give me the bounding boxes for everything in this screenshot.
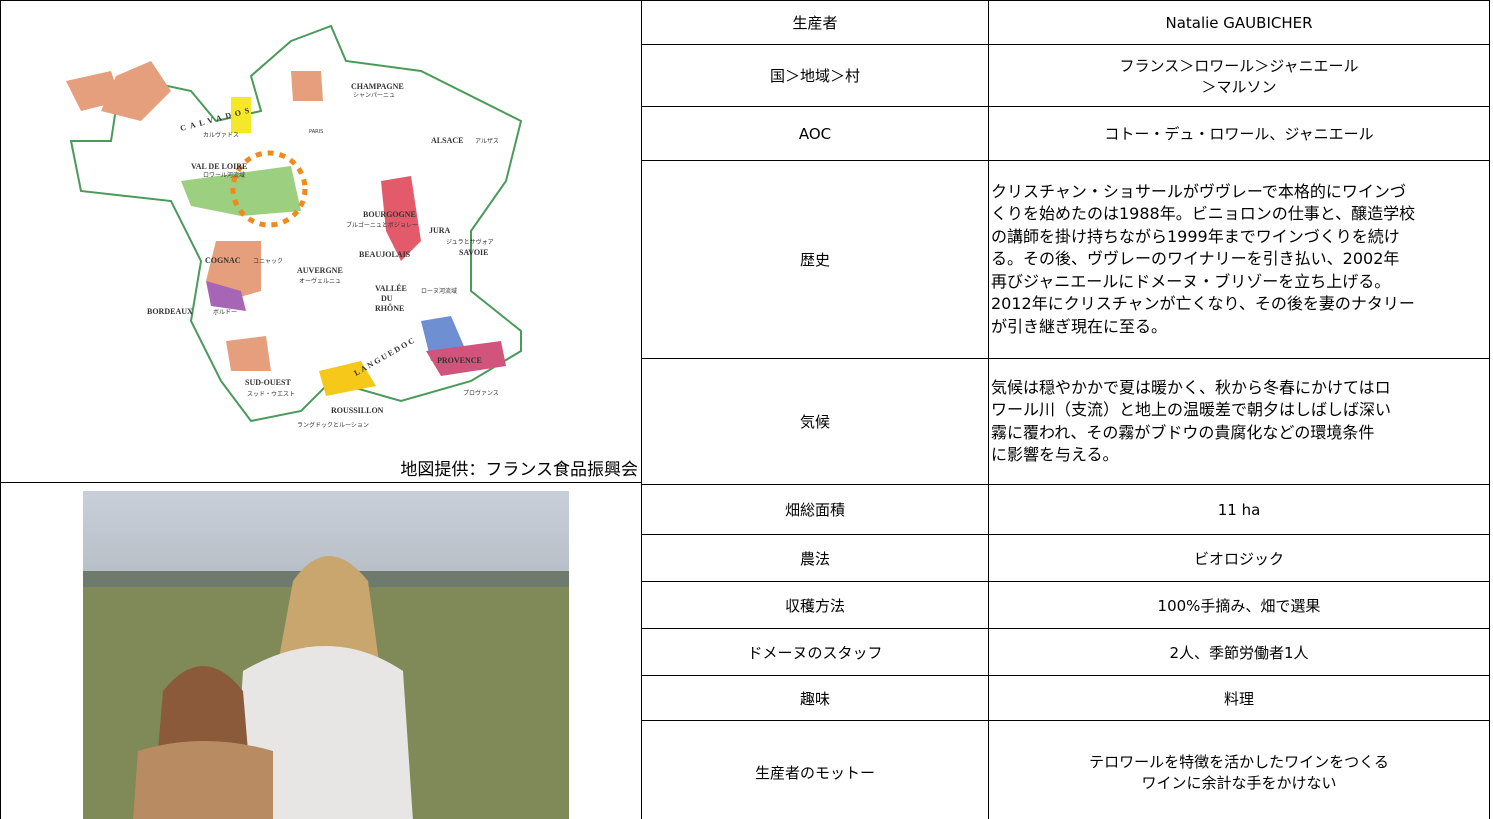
map-label: ジュラとサヴォア [446, 238, 494, 246]
map-label: VAL DE LOIRE [191, 162, 247, 171]
map-label: JURA [429, 226, 451, 235]
value-line: 11 ha [1217, 500, 1261, 519]
photo [83, 491, 569, 819]
value-line: 料理 [1223, 689, 1254, 708]
map-label: プロヴァンス [463, 389, 499, 397]
map-label: VALLÉE [375, 283, 407, 293]
value-line: ワール川（支流）と地上の温暖差で朝夕はしばしば深い [991, 400, 1392, 419]
row-label: 収穫方法 [641, 581, 989, 629]
photo-cell [0, 482, 642, 819]
map-label: SUD-OUEST [245, 378, 291, 387]
row-label: 気候 [641, 358, 989, 485]
value-line: テロワールを特徴を活かしたワインをつくる [1089, 753, 1389, 771]
row-label: 畑総面積 [641, 484, 989, 535]
row-label: 国＞地域＞村 [641, 44, 989, 107]
value-line: 気候は穏やかかで夏は暖かく、秋から冬春にかけてはロ [991, 377, 1391, 397]
row-label: AOC [641, 106, 989, 161]
value-line: クリスチャン・ショサールがヴヴレーで本格的にワインづ [991, 181, 1406, 201]
row-value: 料理 [988, 675, 1490, 721]
map-label: CHAMPAGNE [351, 82, 404, 91]
label-text: 趣味 [799, 689, 830, 708]
row-value: コトー・デュ・ロワール、ジャニエール [988, 106, 1490, 161]
map-label: AUVERGNE [297, 266, 343, 275]
value-line: る。その後、ヴヴレーのワイナリーを引き払い、2002年 [991, 249, 1400, 269]
map-label: ボルドー [213, 308, 237, 316]
value-line: 2人、季節労働者1人 [1169, 643, 1309, 662]
value-line: ワインに余計な手をかけない [1141, 774, 1337, 792]
label-text: 歴史 [799, 251, 830, 269]
map-cell: CHAMPAGNE シャンパーニュ ALSACE アルザス CALVADOS カ… [0, 0, 642, 483]
map-label: SAVOIE [459, 248, 488, 257]
map-label: BOURGOGNE [363, 210, 416, 219]
value-line: 100%手摘み、畑で選果 [1157, 596, 1321, 615]
map-label: PARIS [309, 129, 323, 135]
row-label: 生産者 [641, 0, 989, 45]
row-value: 100%手摘み、畑で選果 [988, 581, 1490, 629]
value-line: が引き継ぎ現在に至る。 [991, 316, 1168, 336]
map-label: アルザス [475, 138, 499, 145]
row-label: 趣味 [641, 675, 989, 721]
row-label: 生産者のモットー [641, 720, 989, 819]
label-text: 生産者のモットー [754, 763, 875, 782]
row-label: ドメーヌのスタッフ [641, 628, 989, 676]
value-line: 霧に覆われ、その霧がブドウの貴腐化などの環境条件 [991, 422, 1375, 442]
row-value: ビオロジック [988, 534, 1490, 582]
map-label: ROUSSILLON [331, 406, 384, 415]
row-value: Natalie GAUBICHER [988, 0, 1490, 45]
label-text: 収穫方法 [784, 596, 845, 615]
row-value: 11 ha [988, 484, 1490, 535]
label-text: 気候 [799, 413, 830, 431]
row-label: 農法 [641, 534, 989, 582]
map-label: COGNAC [205, 256, 241, 265]
value-line: 再びジャニエールにドメーヌ・ブリゾーを立ち上げる。 [991, 271, 1391, 291]
map-label: PROVENCE [437, 356, 482, 365]
label-text: 国＞地域＞村 [769, 67, 860, 85]
map-label: RHÔNE [375, 303, 404, 313]
value-line: 2012年にクリスチャンが亡くなり、その後を妻のナタリー [991, 294, 1415, 314]
value-line: ビオロジック [1193, 549, 1284, 568]
map-label: BEAUJOLAIS [359, 250, 411, 259]
map-label: コニャック [253, 258, 283, 265]
label-text: 農法 [799, 549, 830, 568]
row-value: 気候は穏やかかで夏は暖かく、秋から冬春にかけてはロ ワール川（支流）と地上の温暖差… [988, 358, 1490, 485]
map-label: ローヌ河流域 [421, 287, 457, 295]
value-line: Natalie GAUBICHER [1165, 13, 1313, 32]
value-line: ＞マルソン [1201, 77, 1277, 96]
map-label: スッド・ウエスト [247, 390, 295, 398]
map-label: ラングドックとルーション [297, 421, 369, 429]
label-text: 生産者 [792, 14, 838, 32]
map-label: ALSACE [431, 136, 463, 145]
label-text: AOC [798, 124, 832, 143]
row-value: フランス＞ロワール＞ジャニエール ＞マルソン [988, 44, 1490, 107]
label-text: ドメーヌのスタッフ [747, 643, 883, 662]
value-line: くりを始めたのは1988年。ビニョロンの仕事と、醸造学校 [991, 204, 1416, 224]
map-label: DU [381, 294, 393, 303]
map-caption: 地図提供：フランス食品振興会 [400, 460, 638, 480]
row-label: 歴史 [641, 160, 989, 359]
map-label: カルヴァドス [203, 131, 239, 139]
value-line: に影響を与える。 [991, 445, 1119, 464]
value-line: フランス＞ロワール＞ジャニエール [1119, 56, 1359, 75]
map-label: オーヴェルニュ [299, 277, 341, 285]
label-text: 畑総面積 [784, 501, 845, 519]
map-label: シャンパーニュ [353, 92, 395, 99]
map-label: BORDEAUX [147, 307, 193, 316]
map-label: ブルゴーニュとボジョレー [346, 221, 418, 229]
value-line: の講師を掛け持ちながら1999年までワインづくりを続け [991, 226, 1400, 246]
map: CHAMPAGNE シャンパーニュ ALSACE アルザス CALVADOS カ… [66, 24, 523, 429]
row-value: テロワールを特徴を活かしたワインをつくる ワインに余計な手をかけない [988, 720, 1490, 819]
value-line: コトー・デュ・ロワール、ジャニエール [1104, 125, 1374, 143]
map-label: ロワール河流域 [203, 171, 245, 179]
row-value: 2人、季節労働者1人 [988, 628, 1490, 676]
row-value: クリスチャン・ショサールがヴヴレーで本格的にワインづ くりを始めたのは1988年。… [988, 160, 1490, 359]
